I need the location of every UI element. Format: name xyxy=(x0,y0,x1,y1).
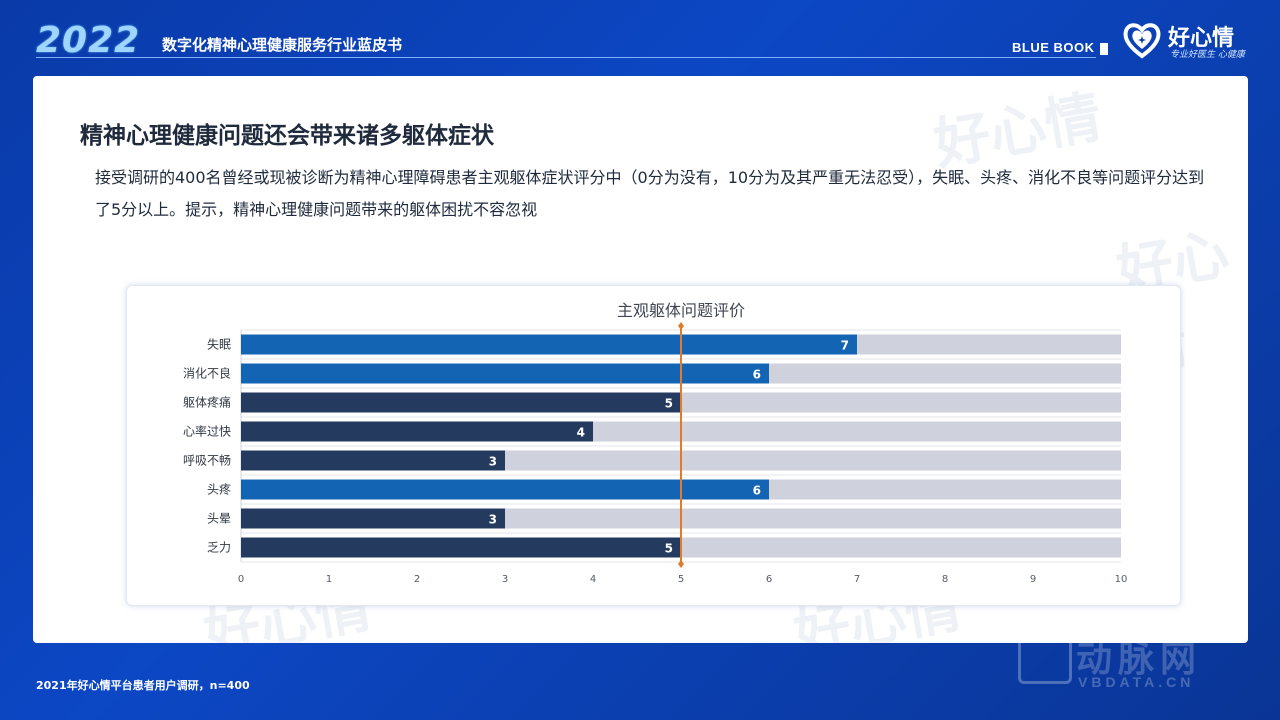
category-label: 躯体疼痛 xyxy=(183,395,231,410)
bar xyxy=(241,537,681,558)
vbdata-logo-icon xyxy=(1018,630,1072,684)
data-label: 5 xyxy=(665,397,673,411)
brand-logo: 好心情 专业好医生 心健康 xyxy=(1122,20,1252,62)
chart-title: 主观躯体问题评价 xyxy=(617,301,745,320)
data-label: 6 xyxy=(753,484,761,498)
bar xyxy=(241,334,857,355)
category-label: 乏力 xyxy=(207,541,231,555)
bar-chart: 主观躯体问题评价 7 失眠 6 消化不良 5 躯体疼痛 4 心率过快 3 呼吸不畅 6 头疼 3 头晕 5 乏力… xyxy=(183,301,1128,585)
data-label: 3 xyxy=(489,513,497,527)
logo-text: 好心情 xyxy=(1168,26,1235,51)
data-label: 4 xyxy=(577,426,585,440)
x-tick-label: 2 xyxy=(414,574,420,585)
x-tick-label: 1 xyxy=(326,574,332,585)
x-tick-label: 9 xyxy=(1030,574,1036,585)
category-label: 失眠 xyxy=(207,337,231,352)
reference-marker-bottom xyxy=(678,560,684,568)
x-tick-label: 7 xyxy=(854,574,860,585)
reference-marker-top xyxy=(678,322,684,330)
page-description: 接受调研的400名曾经或现被诊断为精神心理障碍患者主观躯体症状评分中（0分为没有… xyxy=(95,168,1205,219)
x-tick-label: 10 xyxy=(1115,574,1128,585)
data-label: 6 xyxy=(753,368,761,382)
category-label: 消化不良 xyxy=(183,366,231,381)
report-title: 数字化精神心理健康服务行业蓝皮书 xyxy=(162,36,403,54)
heart-logo-icon xyxy=(1123,23,1161,59)
page-title: 精神心理健康问题还会带来诸多躯体症状 xyxy=(80,123,494,149)
header: 2022 数字化精神心理健康服务行业蓝皮书 BLUE BOOK 好心情 专业好医… xyxy=(0,0,1280,70)
x-tick-label: 3 xyxy=(502,574,508,585)
chart-panel: 主观躯体问题评价 7 失眠 6 消化不良 5 躯体疼痛 4 心率过快 3 呼吸不畅 6 头疼 3 头晕 5 乏力… xyxy=(126,285,1181,606)
vbdata-url: VBDATA.CN xyxy=(1078,674,1195,690)
x-tick-label: 6 xyxy=(766,574,772,585)
bar xyxy=(241,479,769,500)
category-label: 头疼 xyxy=(207,482,231,497)
bar xyxy=(241,363,769,384)
bar xyxy=(241,392,681,413)
data-label: 3 xyxy=(489,455,497,469)
x-tick-label: 8 xyxy=(942,574,948,585)
data-label: 5 xyxy=(665,542,673,556)
vbdata-watermark: 动脉网 VBDATA.CN xyxy=(1018,630,1252,692)
x-tick-label: 5 xyxy=(678,574,684,585)
header-divider xyxy=(36,57,1096,58)
blue-book-label: BLUE BOOK xyxy=(1012,40,1095,55)
bar xyxy=(241,508,505,529)
data-label: 7 xyxy=(841,339,849,353)
category-label: 呼吸不畅 xyxy=(183,454,231,468)
logo-subtitle: 专业好医生 心健康 xyxy=(1170,50,1245,60)
category-label: 心率过快 xyxy=(183,424,231,439)
x-tick-label: 0 xyxy=(238,574,244,585)
badge-marker xyxy=(1100,43,1108,55)
source-note: 2021年好心情平台患者用户调研，n=400 xyxy=(36,679,250,692)
category-label: 头晕 xyxy=(207,512,231,526)
vbdata-brand: 动脉网 xyxy=(1076,639,1203,680)
bar xyxy=(241,421,593,442)
bar xyxy=(241,450,505,471)
x-tick-label: 4 xyxy=(590,574,596,585)
content-card: 好心情 好心情 好心情 好心情 精神心理健康问题还会带来诸多躯体症状 接受调研的… xyxy=(33,76,1248,643)
report-year: 2022 xyxy=(36,20,141,61)
